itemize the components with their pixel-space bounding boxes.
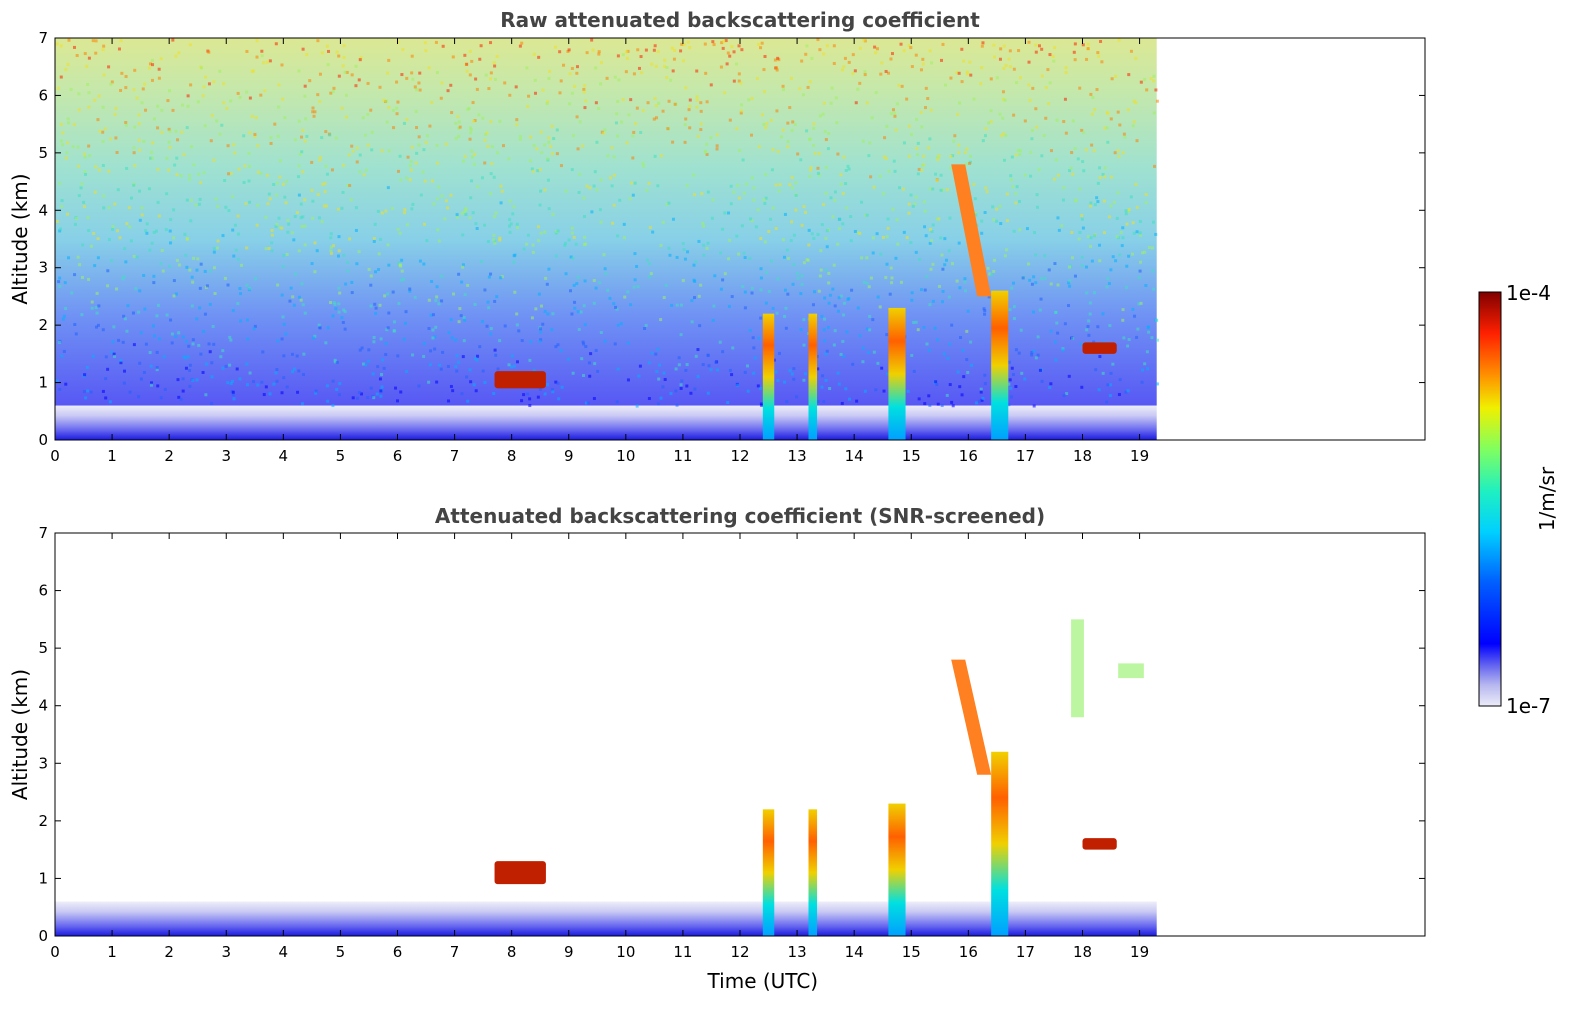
y-tick-label: 3 (38, 754, 48, 772)
heatmap-feature-cloud_layer (494, 861, 546, 885)
y-tick-label: 5 (38, 144, 48, 162)
heatmap-feature-cloud_column (762, 809, 775, 936)
x-tick-label: 12 (730, 447, 749, 465)
x-tick-label: 1 (107, 943, 117, 961)
heatmap-feature-cloud_column (762, 313, 775, 440)
y-tick-label: 4 (38, 697, 48, 715)
y-tick-label: 2 (38, 316, 48, 334)
heatmap-feature-cloud_column (808, 313, 818, 440)
x-tick-label: 1 (107, 447, 117, 465)
x-tick-label: 19 (1130, 447, 1149, 465)
x-tick-label: 4 (279, 943, 289, 961)
heatmap-feature-cloud_layer (1082, 342, 1117, 354)
y-tick-label: 3 (38, 259, 48, 277)
raw-backscatter-panel: Raw attenuated backscattering coefficien… (8, 8, 1426, 465)
y-tick-label: 7 (38, 524, 48, 542)
y-tick-label: 5 (38, 639, 48, 657)
heatmap-area (55, 619, 1157, 936)
x-tick-label: 11 (673, 943, 692, 961)
x-tick-label: 4 (279, 447, 289, 465)
x-tick-label: 18 (1073, 943, 1092, 961)
heatmap-feature-cloud_layer (494, 371, 546, 389)
colorbar-gradient (1478, 291, 1502, 707)
x-tick-label: 13 (788, 447, 807, 465)
heatmap-feature-cloud_patch (1118, 663, 1144, 679)
x-tick-label: 0 (50, 447, 60, 465)
x-tick-label: 7 (450, 447, 460, 465)
x-tick-label: 15 (902, 943, 921, 961)
noise-speckle (55, 38, 1159, 408)
x-tick-label: 2 (164, 447, 174, 465)
x-tick-label: 17 (1016, 943, 1035, 961)
x-tick-label: 11 (673, 447, 692, 465)
x-tick-label: 13 (788, 943, 807, 961)
heatmap-feature-surface_layer (55, 405, 1157, 440)
x-tick-label: 17 (1016, 447, 1035, 465)
plot-frame (54, 532, 1426, 937)
heatmap-feature-surface_layer (55, 901, 1157, 936)
heatmap-feature-cloud_layer (1082, 838, 1117, 850)
panel-title: Raw attenuated backscattering coefficien… (500, 8, 980, 32)
panel-title: Attenuated backscattering coefficient (S… (435, 504, 1045, 528)
x-tick-label: 5 (336, 943, 346, 961)
x-tick-label: 10 (616, 943, 635, 961)
x-tick-label: 2 (164, 943, 174, 961)
y-tick-label: 1 (38, 374, 48, 392)
y-tick-label: 6 (38, 582, 48, 600)
x-tick-label: 14 (845, 447, 864, 465)
colorbar: 1e-4 1e-7 1/m/sr (1478, 281, 1559, 718)
x-tick-label: 8 (507, 943, 517, 961)
x-tick-label: 16 (959, 447, 978, 465)
x-tick-label: 6 (393, 943, 403, 961)
x-tick-label: 3 (221, 447, 231, 465)
y-tick-label: 7 (38, 29, 48, 47)
x-tick-label: 6 (393, 447, 403, 465)
y-tick-label: 0 (38, 431, 48, 449)
x-tick-label: 3 (221, 943, 231, 961)
x-axis: 0 1 2 3 4 5 6 7 8 9 10 11 12 13 14 15 16 17 18 19 (50, 533, 1149, 961)
x-tick-label: 5 (336, 447, 346, 465)
x-tick-label: 15 (902, 447, 921, 465)
x-tick-label: 14 (845, 943, 864, 961)
y-axis: 0 1 2 3 4 5 6 7 (38, 524, 1425, 945)
y-tick-label: 0 (38, 927, 48, 945)
y-axis: 0 1 2 3 4 5 6 7 (38, 29, 1425, 449)
x-tick-label: 10 (616, 447, 635, 465)
heatmap-feature-cloud_patch (1071, 619, 1084, 718)
heatmap-feature-cloud_streak (951, 164, 992, 297)
x-tick-label: 18 (1073, 447, 1092, 465)
x-axis: 0 1 2 3 4 5 6 7 8 9 10 11 12 13 14 15 16 17 18 19 (50, 38, 1149, 465)
x-tick-label: 19 (1130, 943, 1149, 961)
x-tick-label: 16 (959, 943, 978, 961)
x-tick-label: 7 (450, 943, 460, 961)
heatmap-feature-cloud_column (888, 803, 906, 936)
colorbar-min-label: 1e-7 (1506, 694, 1551, 718)
x-tick-label: 12 (730, 943, 749, 961)
x-tick-label: 0 (50, 943, 60, 961)
heatmap-feature-cloud_column (808, 809, 818, 936)
heatmap-feature-cloud_column (991, 751, 1009, 936)
snr-screened-panel: Attenuated backscattering coefficient (S… (8, 504, 1426, 993)
y-tick-label: 2 (38, 812, 48, 830)
y-tick-label: 1 (38, 869, 48, 887)
heatmap-feature-cloud_streak (951, 659, 992, 775)
x-tick-label: 9 (564, 943, 574, 961)
heatmap-area (55, 38, 1159, 440)
y-tick-label: 6 (38, 86, 48, 104)
heatmap-feature-cloud_column (888, 307, 906, 440)
y-axis-label: Altitude (km) (8, 173, 32, 304)
x-tick-label: 8 (507, 447, 517, 465)
x-tick-label: 9 (564, 447, 574, 465)
y-tick-label: 4 (38, 201, 48, 219)
colorbar-unit-label: 1/m/sr (1535, 466, 1559, 531)
y-axis-label: Altitude (km) (8, 669, 32, 800)
heatmap-feature-cloud_column (991, 290, 1009, 440)
colorbar-max-label: 1e-4 (1506, 281, 1551, 305)
x-axis-label: Time (UTC) (707, 969, 819, 993)
